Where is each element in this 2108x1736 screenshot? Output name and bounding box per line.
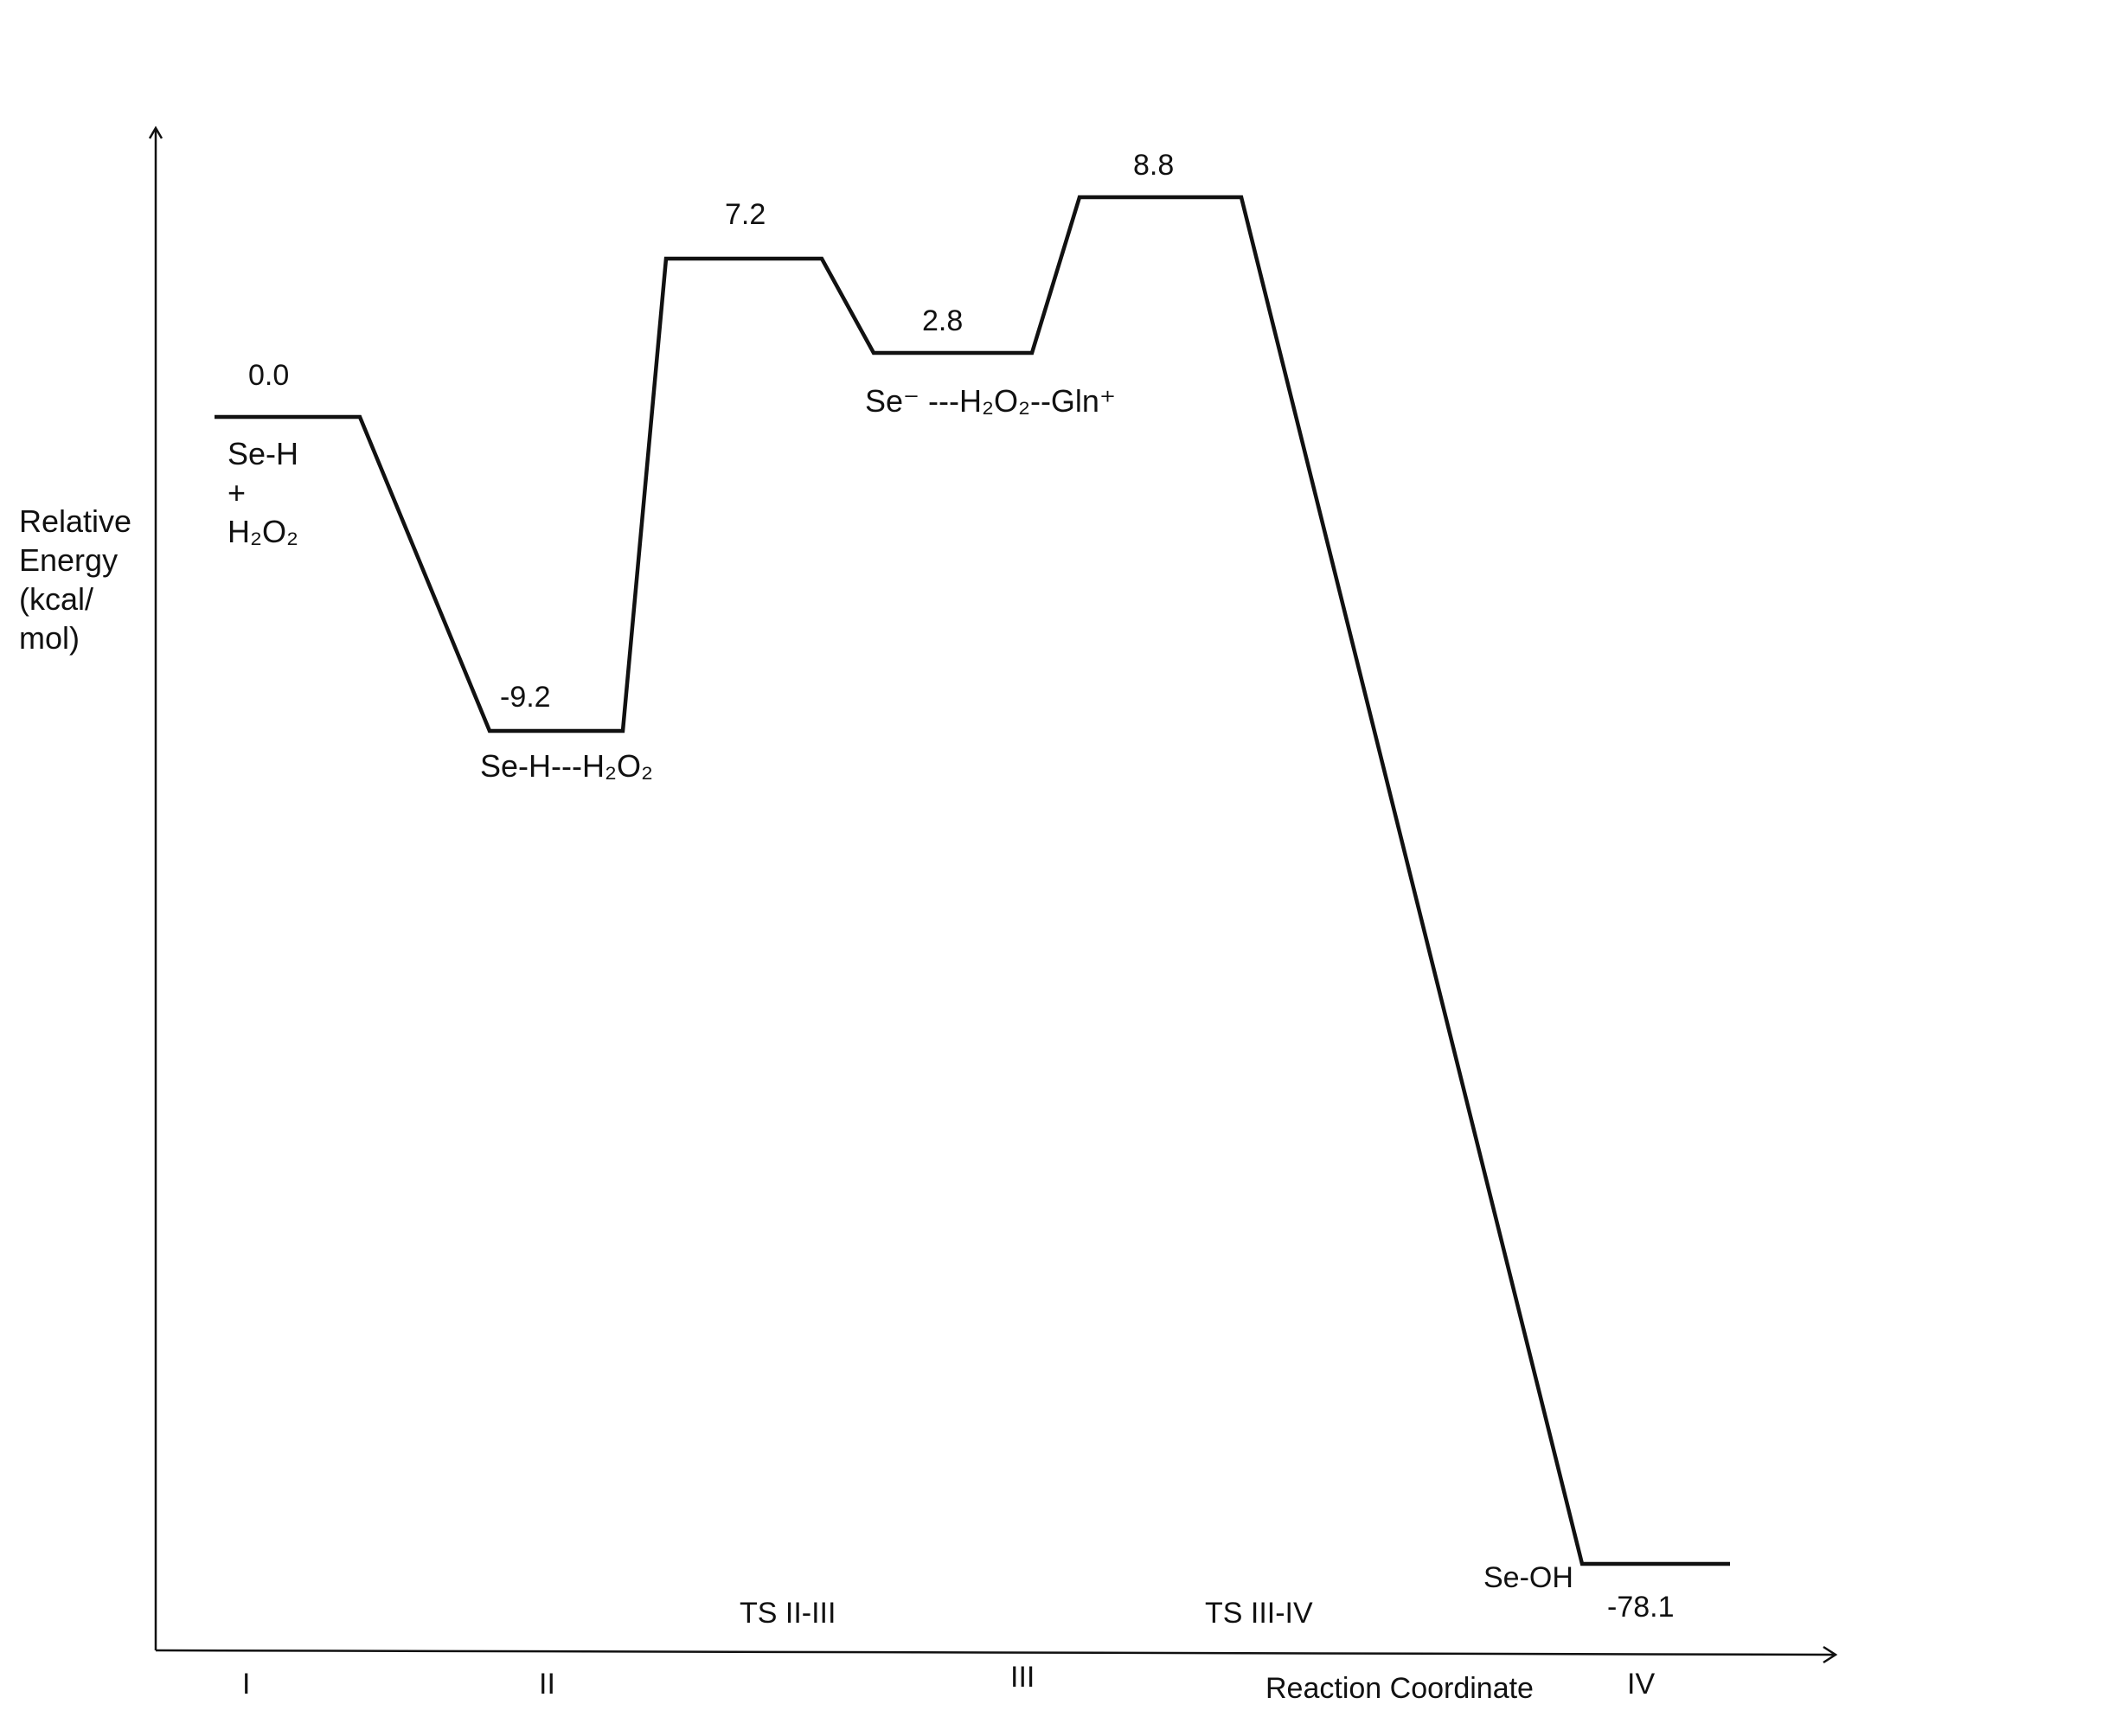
y-axis-label-line-3: (kcal/ bbox=[19, 581, 93, 617]
x-tick-II: II bbox=[539, 1668, 555, 1701]
x-axis-arrow bbox=[1823, 1645, 1838, 1664]
species-IV: Se-OH bbox=[1483, 1561, 1573, 1594]
y-axis-label-line-4: mol) bbox=[19, 620, 80, 656]
energy-value-I: 0.0 bbox=[248, 359, 289, 392]
species-I-line-1: Se-H bbox=[227, 436, 298, 471]
energy-value-IV: -78.1 bbox=[1607, 1591, 1675, 1624]
energy-value-II: -9.2 bbox=[500, 681, 551, 714]
x-tick-I: I bbox=[242, 1668, 250, 1701]
x-axis bbox=[155, 1649, 1836, 1656]
ts-label-ii-iii: TS II-III bbox=[740, 1597, 836, 1630]
species-I-line-3: H₂O₂ bbox=[227, 514, 298, 549]
species-II: Se-H---H₂O₂ bbox=[480, 748, 653, 784]
energy-value-ts-iii-iv: 8.8 bbox=[1133, 149, 1174, 182]
x-tick-IV: IV bbox=[1627, 1668, 1655, 1701]
species-I-line-2: + bbox=[227, 475, 246, 510]
species-III: Se⁻ ---H₂O₂--Gln⁺ bbox=[865, 383, 1116, 419]
x-axis-label: Reaction Coordinate bbox=[1265, 1672, 1534, 1705]
energy-profile-line bbox=[215, 195, 1730, 1566]
y-axis-label-line-2: Energy bbox=[19, 542, 118, 578]
energy-value-III: 2.8 bbox=[922, 304, 963, 337]
ts-label-iii-iv: TS III-IV bbox=[1205, 1597, 1313, 1630]
x-tick-III: III bbox=[1010, 1661, 1035, 1694]
energy-value-ts-ii-iii: 7.2 bbox=[725, 198, 766, 231]
y-axis-label-line-1: Relative bbox=[19, 503, 131, 539]
y-axis-arrow bbox=[148, 125, 163, 139]
